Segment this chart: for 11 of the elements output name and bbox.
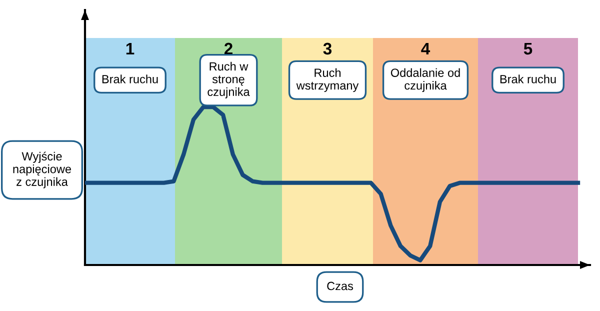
text: Ruch w stronę czujnika xyxy=(208,62,250,98)
text: 3 xyxy=(323,42,332,55)
text: 4 xyxy=(421,42,430,54)
text: Ruch wstrzymany xyxy=(296,68,359,92)
y-axis-title: Wyjście napięciowe z czujnika xyxy=(13,152,72,188)
text: Brak ruchu xyxy=(102,74,158,84)
text: 1 xyxy=(126,42,134,54)
text: Brak ruchu xyxy=(500,74,556,84)
text: Oddalanie od czujnika xyxy=(390,68,460,92)
x-axis-title: Czas xyxy=(327,282,354,290)
text: 5 xyxy=(524,42,532,55)
